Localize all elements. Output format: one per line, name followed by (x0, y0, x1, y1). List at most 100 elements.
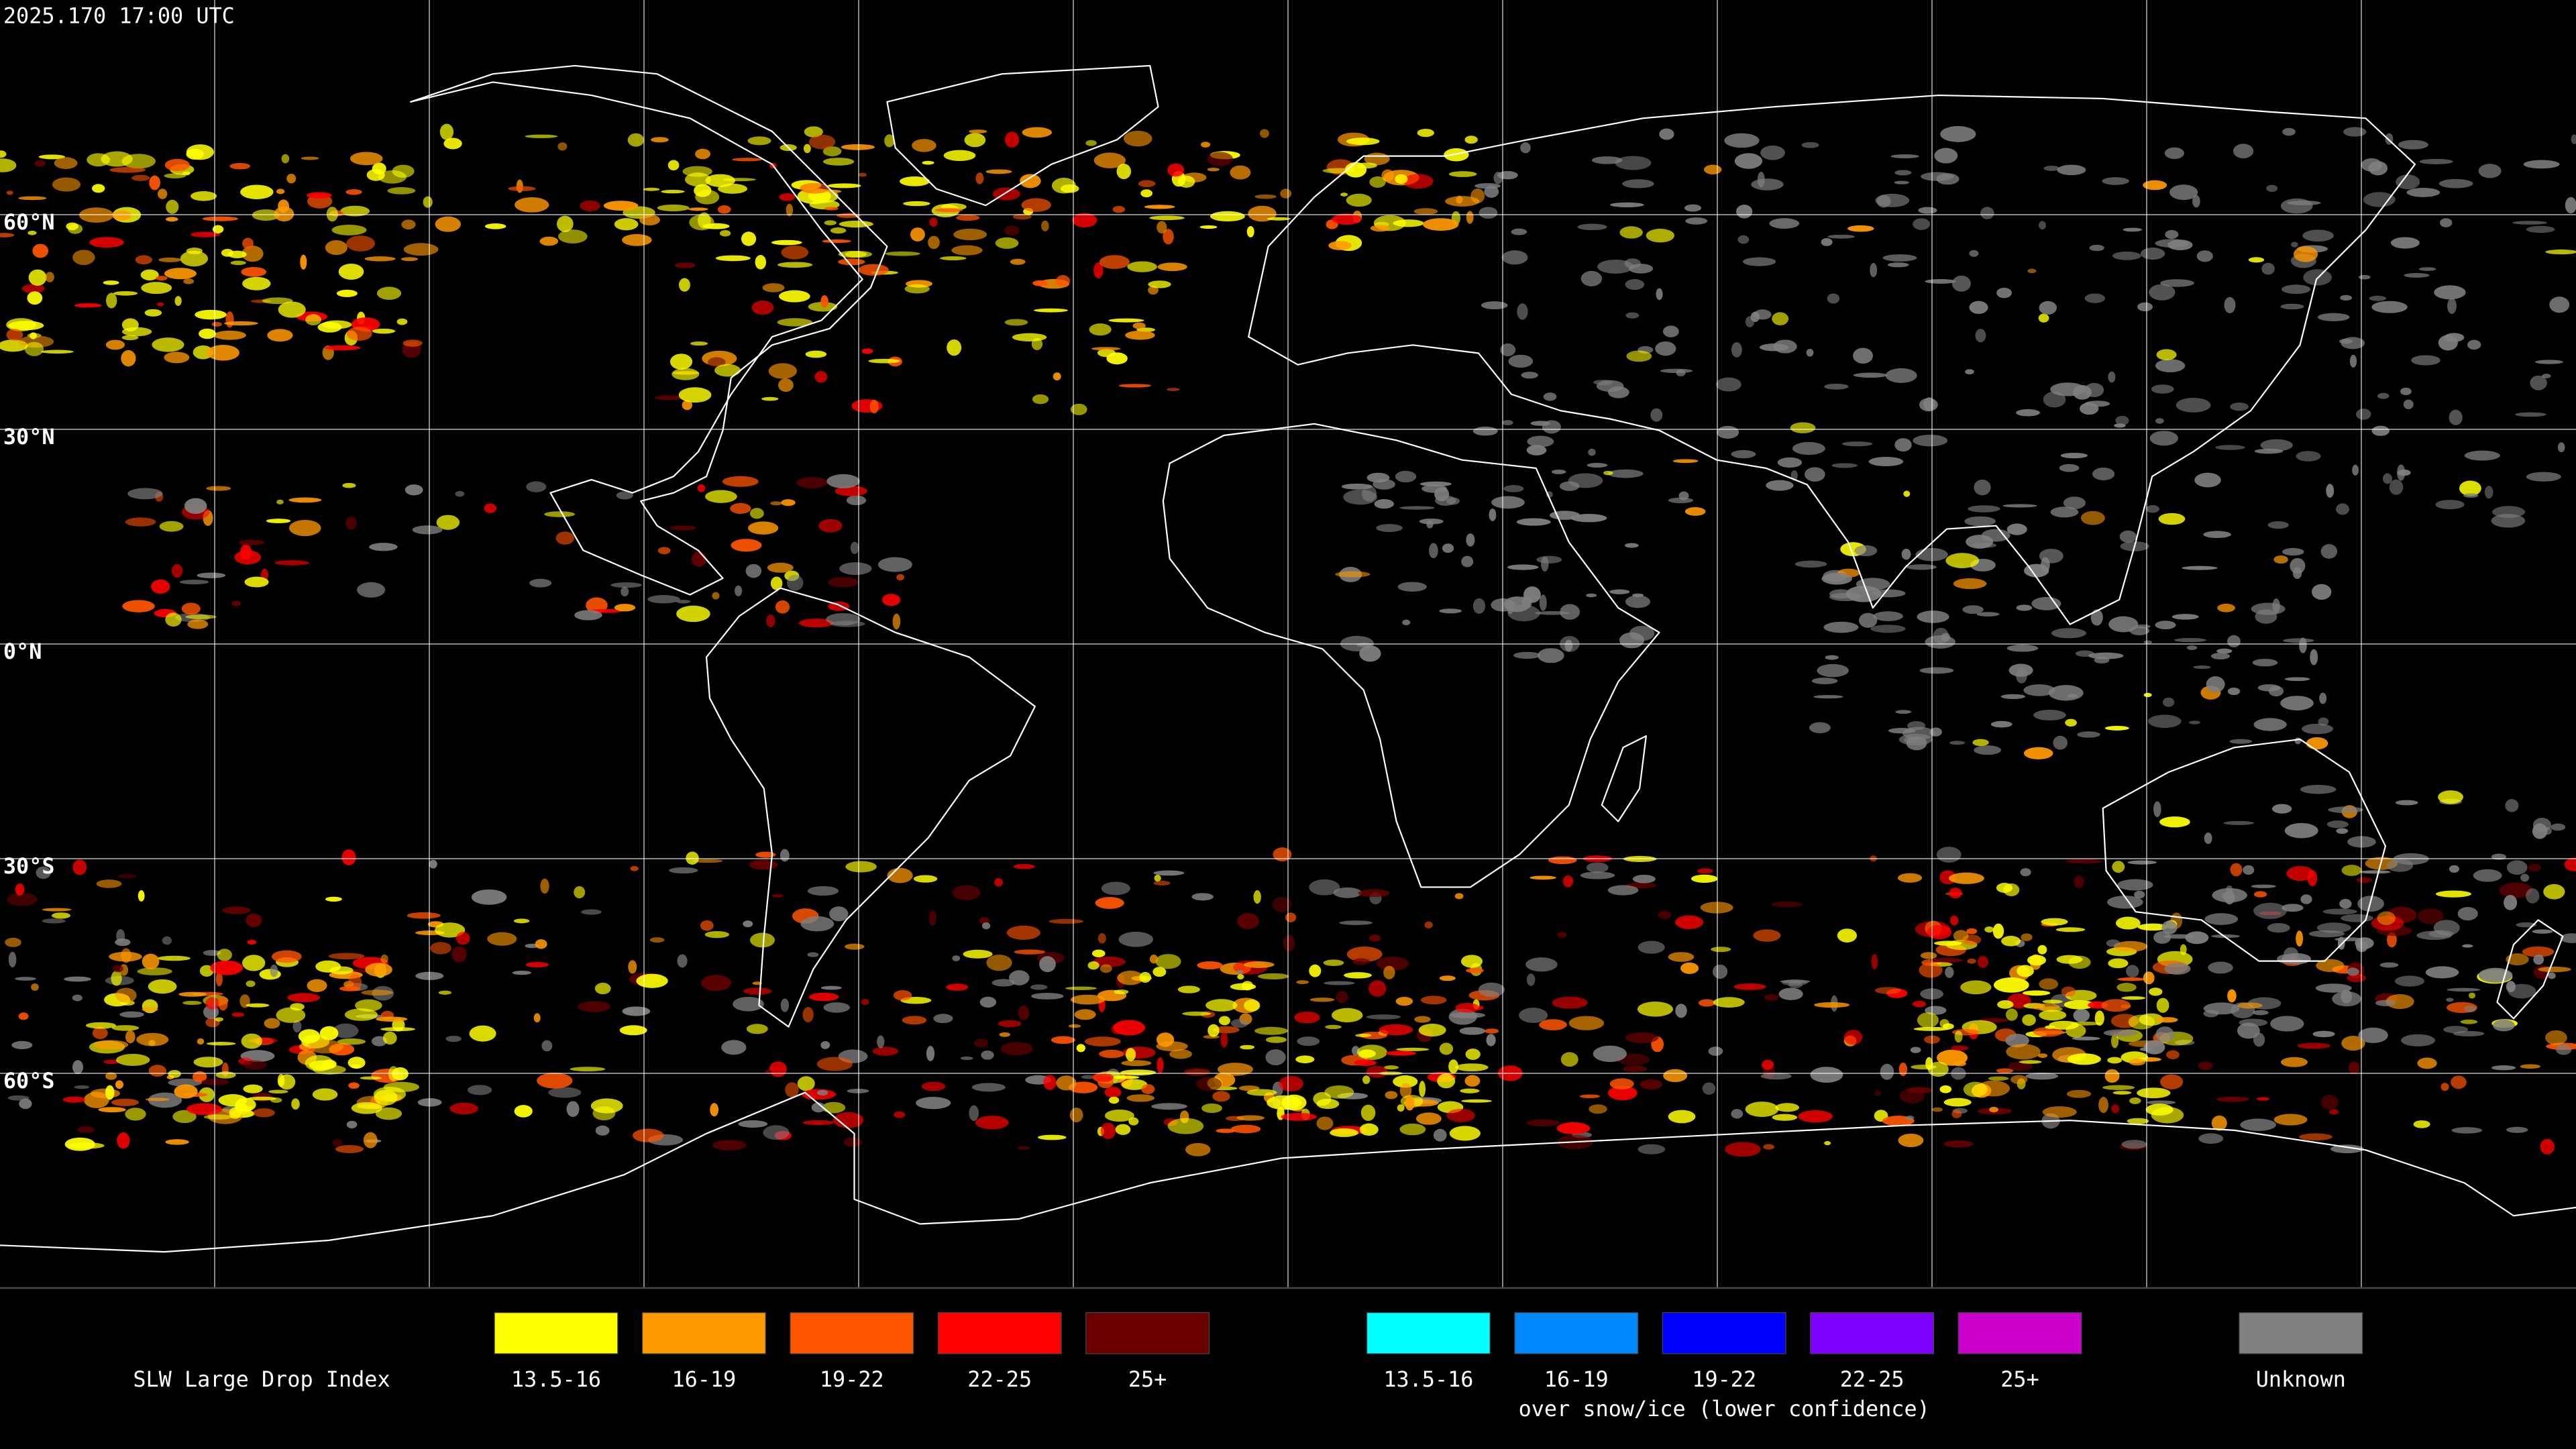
cloud-patch (28, 269, 47, 286)
cloud-patch (705, 174, 735, 187)
cloud-patch (111, 1025, 140, 1031)
cloud-patch (893, 990, 912, 1001)
cloud-patch (647, 595, 680, 604)
cloud-patch (526, 481, 547, 492)
cloud-patch (364, 256, 396, 262)
cloud-patch (165, 1139, 189, 1145)
cloud-patch (1456, 195, 1463, 204)
cloud-patch (1359, 1123, 1379, 1136)
cloud-patch (1736, 205, 1753, 219)
cloud-patch (2225, 885, 2233, 896)
cloud-patch (1148, 286, 1159, 295)
cloud-patch (2396, 174, 2420, 190)
cloud-patch (2006, 1044, 2041, 1060)
cloud-patch (2084, 400, 2110, 407)
cloud-patch (594, 982, 611, 995)
cloud-patch (1236, 1115, 1265, 1121)
cloud-patch (1212, 1091, 1230, 1102)
cloud-patch (916, 1097, 951, 1110)
cloud-patch (2146, 1100, 2176, 1105)
cloud-patch (861, 998, 869, 1006)
cloud-patch (570, 1067, 606, 1072)
cloud-patch (1760, 145, 1786, 160)
cloud-patch (731, 539, 762, 552)
cloud-patch (1917, 1012, 1939, 1028)
cloud-patch (1497, 170, 1518, 180)
cloud-patch (2394, 975, 2425, 987)
cloud-patch (969, 129, 987, 133)
cloud-patch (765, 1069, 772, 1074)
cloud-patch (1910, 1046, 1921, 1053)
cloud-patch (76, 1126, 95, 1133)
cloud-patch (1254, 1026, 1289, 1035)
cloud-patch (1418, 1024, 1446, 1037)
cloud-patch (1257, 973, 1289, 979)
cloud-patch (412, 525, 443, 535)
cloud-patch (2571, 134, 2576, 144)
cloud-patch (193, 1057, 223, 1068)
cloud-patch (1014, 949, 1046, 955)
cloud-patch (1118, 931, 1154, 947)
cloud-patch (1945, 553, 1980, 569)
cloud-patch (174, 296, 182, 307)
cloud-patch (2023, 747, 2053, 759)
cloud-patch (1246, 1089, 1277, 1096)
cloud-patch (816, 1057, 853, 1071)
cloud-patch (2021, 933, 2033, 942)
cloud-patch (2339, 898, 2352, 909)
cloud-patch (1890, 154, 1919, 159)
cloud-patch (2020, 868, 2031, 877)
legend-swatch (1514, 1312, 1639, 1354)
cloud-patch (1589, 1104, 1607, 1114)
cloud-patch (929, 217, 938, 227)
cloud-patch (2060, 452, 2088, 459)
cloud-patch (7, 1095, 30, 1101)
cloud-patch (307, 979, 327, 992)
cloud-patch (847, 1088, 869, 1093)
cloud-patch (1942, 1023, 1954, 1030)
cloud-patch (2311, 584, 2332, 600)
cloud-patch (2523, 160, 2560, 169)
cloud-patch (455, 490, 465, 497)
cloud-patch (1153, 880, 1171, 885)
cloud-patch (2545, 1030, 2567, 1045)
cloud-patch (861, 348, 873, 354)
cloud-patch (1121, 1060, 1152, 1067)
cloud-patch (796, 477, 828, 488)
cloud-patch (2161, 920, 2178, 934)
cloud-patch (999, 1032, 1011, 1037)
cloud-patch (267, 329, 293, 342)
cloud-patch (215, 971, 223, 987)
cloud-patch (1065, 986, 1097, 990)
cloud-patch (771, 894, 784, 898)
cloud-patch (148, 979, 177, 994)
cloud-patch (286, 174, 297, 184)
cloud-patch (1772, 312, 1789, 326)
cloud-patch (375, 1107, 402, 1120)
cloud-patch (1953, 1061, 1966, 1067)
cloud-patch (27, 291, 43, 305)
cloud-patch (1609, 589, 1630, 594)
cloud-patch (115, 938, 131, 947)
cloud-patch (1070, 403, 1087, 415)
cloud-patch (1144, 205, 1175, 209)
cloud-patch (1685, 217, 1708, 225)
cloud-patch (346, 235, 376, 252)
cloud-patch (2149, 987, 2163, 996)
cloud-patch (436, 515, 460, 530)
cloud-patch (1339, 920, 1373, 925)
cloud-patch (1485, 1028, 1499, 1034)
cloud-patch (2039, 221, 2046, 230)
cloud-patch (307, 1039, 344, 1054)
cloud-patch (2300, 785, 2337, 794)
cloud-patch (574, 610, 602, 621)
cloud-patch (1782, 979, 1808, 986)
cloud-patch (2041, 557, 2050, 573)
cloud-patch (8, 951, 17, 968)
cloud-patch (164, 352, 190, 364)
cloud-patch (1157, 262, 1187, 272)
cloud-patch (1272, 896, 1292, 913)
cloud-patch (1638, 941, 1665, 954)
new-zealand (2496, 919, 2564, 1020)
cloud-patch (1876, 195, 1891, 208)
